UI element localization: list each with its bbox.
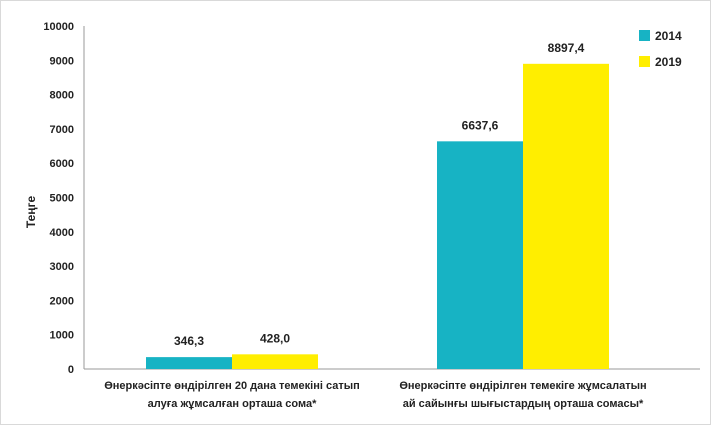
category-label: ай сайынғы шығыстардың орташа сомасы* — [403, 398, 644, 410]
y-tick-label: 10000 — [43, 21, 74, 33]
data-label: 428,0 — [260, 331, 290, 345]
y-tick-label: 5000 — [50, 193, 74, 205]
bars — [146, 63, 609, 369]
data-labels: 346,3 6637,6 428,0 8897,4 — [174, 41, 585, 348]
bar-2014-2 — [437, 141, 523, 369]
legend-swatch-2019 — [639, 56, 650, 67]
y-tick-label: 9000 — [50, 55, 74, 67]
category-label: Өнеркәсіпте өндірілген темекіге жұмсалат… — [399, 380, 646, 392]
y-axis-label: Теңге — [24, 196, 38, 229]
data-label: 346,3 — [174, 334, 204, 348]
category-label: алуға жұмсалған орташа сома* — [148, 398, 317, 410]
legend: 2014 2019 — [639, 29, 682, 69]
legend-label: 2014 — [655, 29, 682, 43]
data-label: 6637,6 — [462, 118, 499, 132]
legend-label: 2019 — [655, 55, 682, 69]
y-tick-label: 6000 — [50, 158, 74, 170]
y-tick-label: 4000 — [50, 227, 74, 239]
legend-swatch-2014 — [639, 30, 650, 41]
y-tick-label: 2000 — [50, 295, 74, 307]
data-label: 8897,4 — [548, 41, 585, 55]
y-tick-label: 7000 — [50, 124, 74, 136]
category-labels: Өнеркәсіпте өндірілген 20 дана темекіні … — [104, 380, 646, 410]
bar-2019-2 — [523, 63, 609, 369]
y-tick-label: 1000 — [50, 330, 74, 342]
y-tick-label: 8000 — [50, 90, 74, 102]
y-tick-label: 0 — [68, 364, 74, 376]
y-tick-label: 3000 — [50, 261, 74, 273]
bar-2019-1 — [232, 354, 318, 369]
bar-2014-1 — [146, 357, 232, 369]
category-label: Өнеркәсіпте өндірілген 20 дана темекіні … — [104, 380, 360, 392]
